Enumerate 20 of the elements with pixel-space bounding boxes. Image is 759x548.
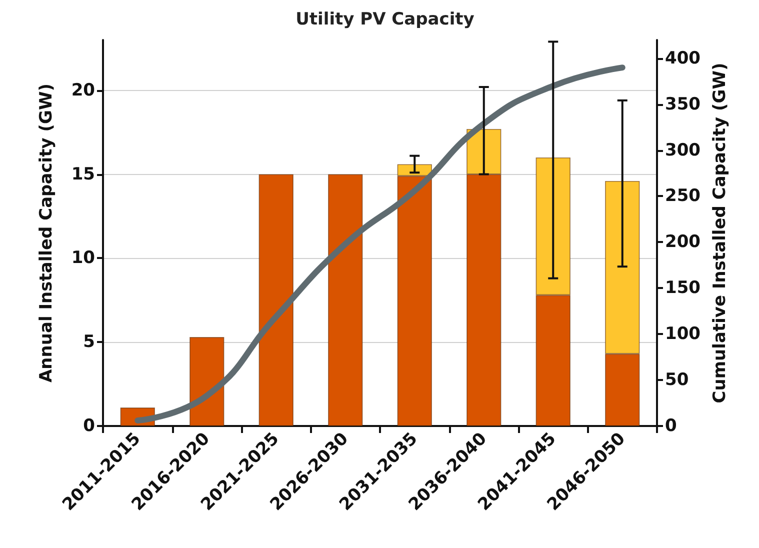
y-tick-label: 0 <box>83 416 96 436</box>
bar <box>258 174 294 426</box>
y2-tick-label: 300 <box>665 140 701 160</box>
y2-tick-label: 400 <box>665 48 701 68</box>
chart-title: Utility PV Capacity <box>296 10 474 30</box>
y-tick-label: 10 <box>71 248 96 268</box>
y-tick-label: 15 <box>71 164 95 184</box>
y2-tick-label: 0 <box>665 416 677 436</box>
y2-tick-label: 250 <box>665 186 701 206</box>
y2-tick-label: 100 <box>665 324 701 344</box>
bar <box>328 174 363 426</box>
y-axis-title: Annual Installed Capacity (GW) <box>36 84 56 382</box>
y-tick-label: 20 <box>71 80 96 100</box>
y2-tick-label: 200 <box>665 232 701 252</box>
y2-tick-label: 50 <box>665 370 689 390</box>
y2-tick-label: 350 <box>665 94 701 114</box>
y-tick-label: 5 <box>83 332 95 352</box>
y2-tick-label: 150 <box>665 278 701 298</box>
bar <box>190 337 224 426</box>
y2-axis-title: Cumulative Installed Capacity (GW) <box>710 62 730 404</box>
